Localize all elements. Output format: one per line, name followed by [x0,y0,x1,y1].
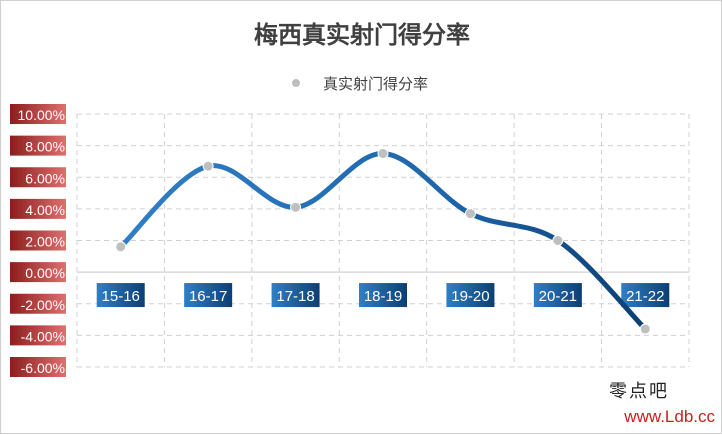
y-tick: 6.00% [10,167,66,188]
y-axis-ticks: -6.00% -4.00% -2.00% 0.00% 2.00% 4.00% 6.00% 8.… [10,104,66,377]
data-point-marker [202,160,214,172]
y-tick-label: 6.00% [25,170,65,186]
data-point-marker [115,241,127,253]
x-tick-background [446,283,495,308]
x-tick-label: 20-21 [539,288,577,305]
y-tick-background [10,104,66,124]
x-tick-background [621,283,670,308]
data-point-marker [639,323,651,335]
y-tick: 4.00% [10,198,66,219]
data-point-marker [377,148,389,160]
x-tick-label: 18-19 [364,288,402,305]
legend: 真实射门得分率 [275,75,428,93]
y-tick-label: 0.00% [25,265,65,281]
x-axis-ticks: 15-16 16-17 17-18 18-19 19-20 20-21 21-22 [96,283,670,308]
x-tick: 15-16 [96,283,145,308]
y-tick-background [10,293,66,314]
x-tick-background [359,283,407,308]
x-tick: 21-22 [621,283,670,308]
legend-marker-swatch [292,79,300,87]
x-tick-label: 17-18 [276,288,314,305]
x-tick-label: 19-20 [451,288,489,305]
x-tick-label: 16-17 [189,288,227,305]
y-tick-background [10,167,66,188]
x-tick: 19-20 [446,283,495,308]
y-tick: -2.00% [10,293,66,314]
y-tick: 8.00% [10,135,66,156]
y-tick-label: -2.00% [21,297,65,313]
y-tick-background [10,262,66,283]
y-tick-background [10,230,66,251]
data-point-marker [290,201,302,213]
y-tick: -6.00% [10,357,66,377]
y-tick-background [10,135,66,156]
x-tick-label: 21-22 [626,288,664,305]
watermark-url: www.Ldb.cc [624,407,715,426]
y-tick-label: 4.00% [25,202,65,218]
x-tick: 18-19 [359,283,407,308]
x-tick-background [96,283,145,308]
x-tick: 17-18 [271,283,320,308]
x-tick: 16-17 [184,283,233,308]
x-tick-label: 15-16 [102,288,140,305]
y-tick: -4.00% [10,325,66,346]
watermark-text: 零点吧 [609,381,669,402]
y-tick-label: -6.00% [21,360,65,376]
y-tick-label: -4.00% [21,328,65,344]
x-tick-background [271,283,320,308]
y-tick-label: 2.00% [25,234,65,250]
data-point-marker [464,208,476,220]
x-tick-background [533,283,582,308]
y-tick: 0.00% [10,262,66,283]
y-tick-label: 10.00% [18,107,65,123]
chart-title: 梅西真实射门得分率 [254,21,470,49]
series-group [115,148,651,335]
y-tick-background [10,357,66,377]
x-tick: 20-21 [533,283,582,308]
legend-label: 真实射门得分率 [323,75,428,93]
y-tick-background [10,325,66,346]
y-tick-background [10,198,66,219]
y-tick-label: 8.00% [25,139,65,155]
data-point-marker [552,235,564,246]
y-tick: 10.00% [10,104,66,124]
x-tick-background [184,283,233,308]
y-tick: 2.00% [10,230,66,251]
